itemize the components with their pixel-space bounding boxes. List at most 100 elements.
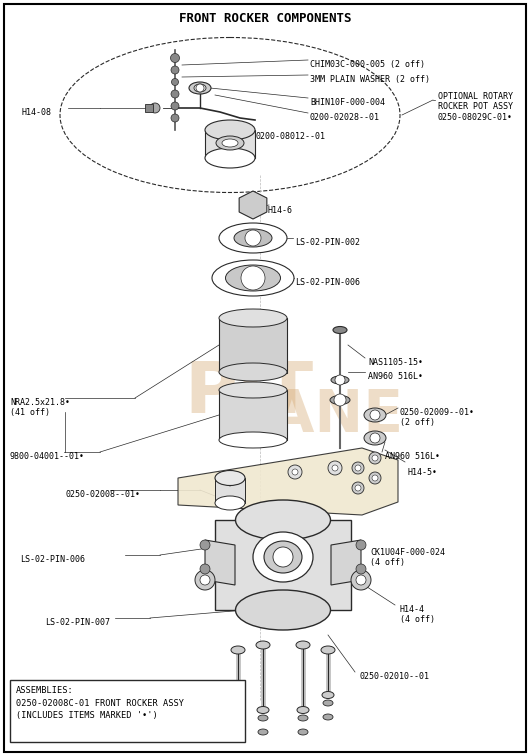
Circle shape xyxy=(241,266,265,290)
Ellipse shape xyxy=(258,715,268,721)
Ellipse shape xyxy=(225,265,280,291)
Text: 0250-02008--01•: 0250-02008--01• xyxy=(65,490,140,499)
Text: 9800-04001--01•: 9800-04001--01• xyxy=(10,452,85,461)
Circle shape xyxy=(372,455,378,461)
Ellipse shape xyxy=(298,729,308,735)
Text: H14-6: H14-6 xyxy=(268,206,293,215)
Ellipse shape xyxy=(219,432,287,448)
Bar xyxy=(219,318,287,373)
Ellipse shape xyxy=(216,136,244,150)
Ellipse shape xyxy=(323,714,333,720)
Circle shape xyxy=(355,485,361,491)
Ellipse shape xyxy=(333,327,347,333)
Ellipse shape xyxy=(60,38,400,193)
Bar xyxy=(205,130,255,158)
Ellipse shape xyxy=(258,729,268,735)
Text: H14-4
(4 off): H14-4 (4 off) xyxy=(400,605,435,624)
Bar xyxy=(215,478,245,503)
Ellipse shape xyxy=(257,707,269,714)
Circle shape xyxy=(223,476,237,490)
Ellipse shape xyxy=(235,590,331,630)
Circle shape xyxy=(150,103,160,113)
Ellipse shape xyxy=(330,395,350,404)
Text: ASSEMBLIES:
0250-02008C-01 FRONT ROCKER ASSY
(INCLUDES ITEMS MARKED '•'): ASSEMBLIES: 0250-02008C-01 FRONT ROCKER … xyxy=(16,686,184,720)
Ellipse shape xyxy=(322,692,334,699)
Circle shape xyxy=(370,433,380,443)
Circle shape xyxy=(200,540,210,550)
Ellipse shape xyxy=(232,692,244,699)
Circle shape xyxy=(352,462,364,474)
Bar xyxy=(10,680,245,742)
Text: NAS1105-15•: NAS1105-15• xyxy=(368,358,423,367)
Ellipse shape xyxy=(253,532,313,582)
Text: 3MM PLAIN WASHER (2 off): 3MM PLAIN WASHER (2 off) xyxy=(310,75,430,84)
Circle shape xyxy=(195,570,215,590)
Circle shape xyxy=(335,375,345,385)
Circle shape xyxy=(245,230,261,246)
Ellipse shape xyxy=(256,641,270,649)
Circle shape xyxy=(328,461,342,475)
Ellipse shape xyxy=(264,541,302,573)
Ellipse shape xyxy=(234,229,272,247)
Text: 0200-08012--01: 0200-08012--01 xyxy=(255,132,325,141)
Circle shape xyxy=(369,452,381,464)
Text: 0250-02009--01•
(2 off): 0250-02009--01• (2 off) xyxy=(400,408,475,427)
Ellipse shape xyxy=(231,646,245,654)
Circle shape xyxy=(356,564,366,574)
Ellipse shape xyxy=(205,120,255,140)
Ellipse shape xyxy=(298,715,308,721)
Circle shape xyxy=(332,465,338,471)
Bar xyxy=(145,104,153,112)
Circle shape xyxy=(171,102,179,110)
Text: OPTIONAL ROTARY
ROCKER POT ASSY
0250-08029C-01•: OPTIONAL ROTARY ROCKER POT ASSY 0250-080… xyxy=(438,92,513,122)
Text: 0200-02028--01: 0200-02028--01 xyxy=(310,113,380,122)
Circle shape xyxy=(351,570,371,590)
Polygon shape xyxy=(331,540,361,585)
Circle shape xyxy=(171,66,179,74)
Circle shape xyxy=(196,84,204,92)
Circle shape xyxy=(369,472,381,484)
Circle shape xyxy=(200,575,210,585)
Text: PIT: PIT xyxy=(184,358,314,428)
Ellipse shape xyxy=(194,84,206,92)
Text: 0250-02010--01: 0250-02010--01 xyxy=(360,672,430,681)
Polygon shape xyxy=(178,448,398,515)
Ellipse shape xyxy=(205,148,255,168)
Text: LS-02-PIN-006: LS-02-PIN-006 xyxy=(295,278,360,287)
Text: AN960 516L•: AN960 516L• xyxy=(385,452,440,461)
Text: LANE: LANE xyxy=(233,387,403,445)
Ellipse shape xyxy=(364,408,386,422)
Circle shape xyxy=(172,79,179,85)
Circle shape xyxy=(273,547,293,567)
Bar xyxy=(219,390,287,440)
Ellipse shape xyxy=(215,496,245,510)
Ellipse shape xyxy=(212,260,294,296)
Circle shape xyxy=(292,469,298,475)
Ellipse shape xyxy=(219,363,287,381)
Ellipse shape xyxy=(321,646,335,654)
Text: FRONT ROCKER COMPONENTS: FRONT ROCKER COMPONENTS xyxy=(179,11,351,24)
Circle shape xyxy=(355,465,361,471)
Text: AN960 516L•: AN960 516L• xyxy=(368,372,423,381)
Ellipse shape xyxy=(296,641,310,649)
Ellipse shape xyxy=(323,700,333,706)
Circle shape xyxy=(372,475,378,481)
Text: BHIN10F-000-004: BHIN10F-000-004 xyxy=(310,98,385,107)
Circle shape xyxy=(171,114,179,122)
Text: NRA2.5x21.8•
(41 off): NRA2.5x21.8• (41 off) xyxy=(10,398,70,417)
Circle shape xyxy=(171,54,180,63)
Polygon shape xyxy=(205,540,235,585)
Text: H14-08: H14-08 xyxy=(22,108,52,117)
Circle shape xyxy=(356,575,366,585)
Ellipse shape xyxy=(219,309,287,327)
Ellipse shape xyxy=(364,431,386,445)
Circle shape xyxy=(370,410,380,420)
Circle shape xyxy=(352,482,364,494)
Circle shape xyxy=(334,394,346,406)
Text: CHIM03C-000-005 (2 off): CHIM03C-000-005 (2 off) xyxy=(310,60,425,69)
Ellipse shape xyxy=(222,139,238,147)
Circle shape xyxy=(171,90,179,98)
Bar xyxy=(215,520,351,610)
Text: LS-02-PIN-007: LS-02-PIN-007 xyxy=(45,618,110,627)
Polygon shape xyxy=(239,191,267,219)
